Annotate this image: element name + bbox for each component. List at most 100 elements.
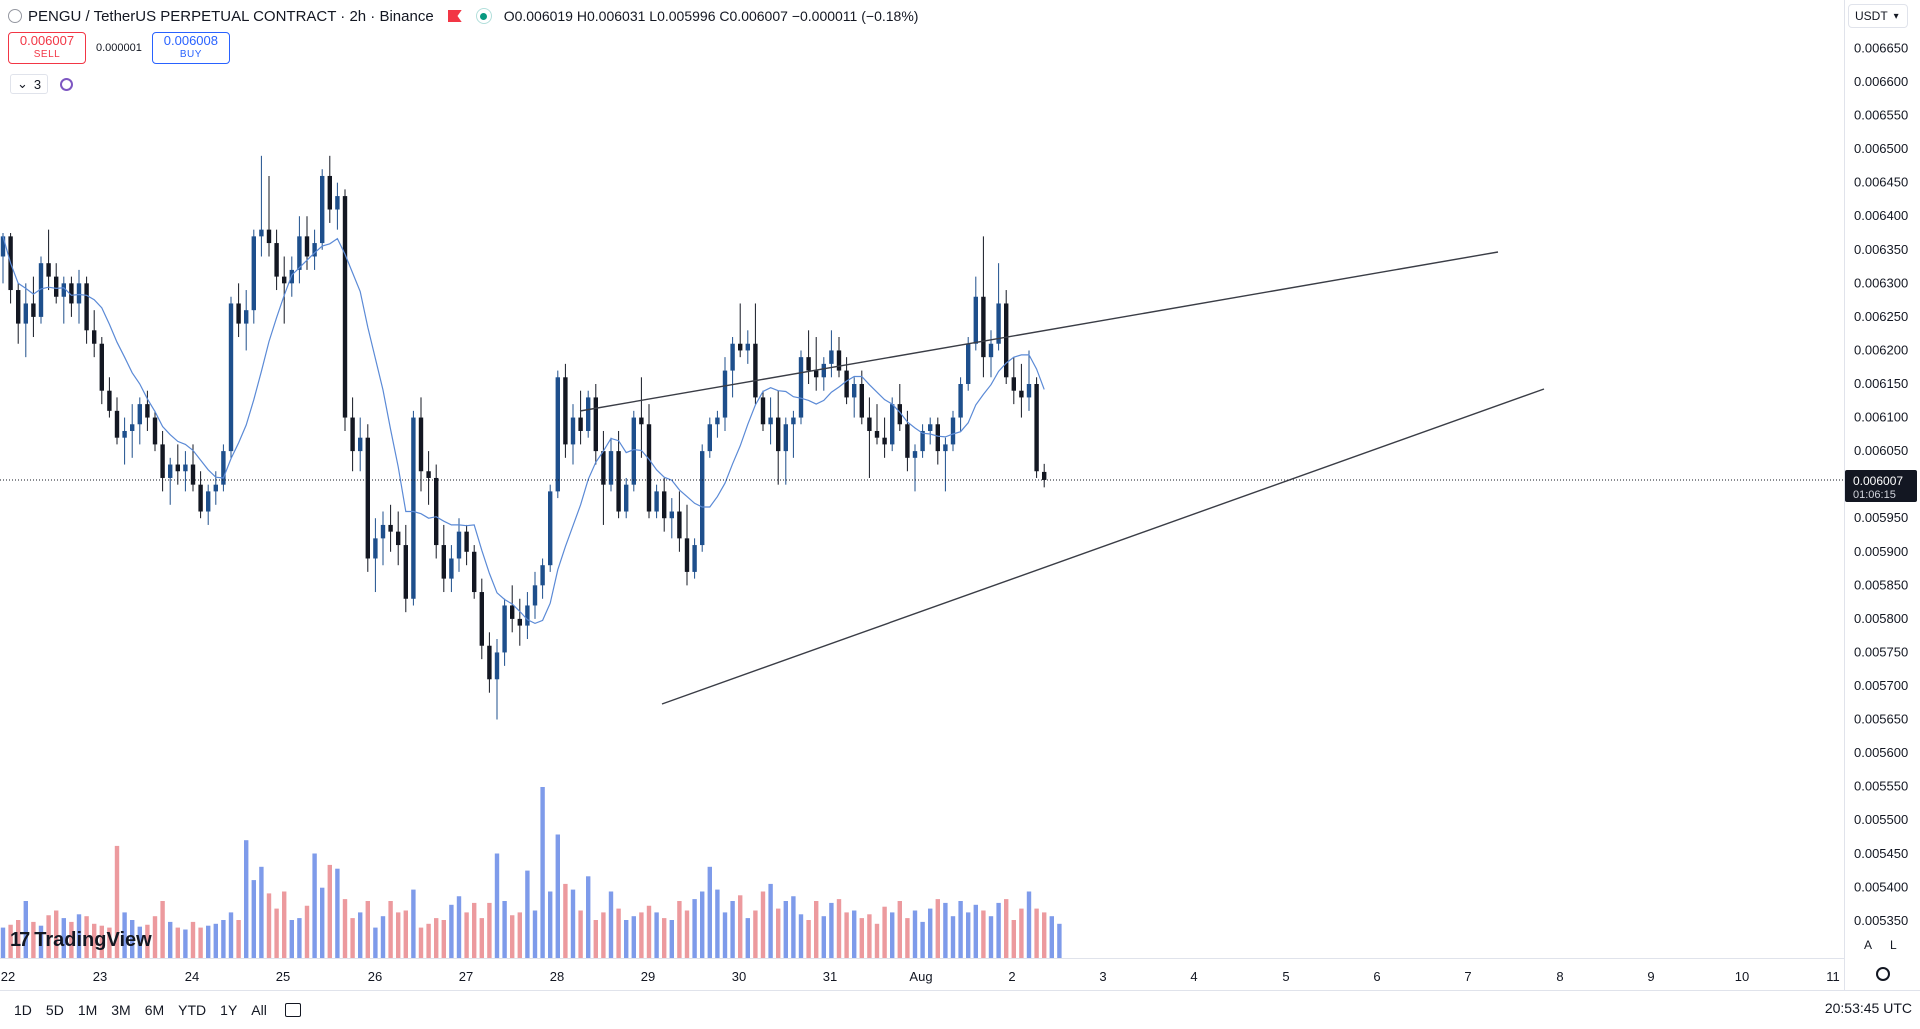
candle-body <box>137 404 142 425</box>
logo-text: TradingView <box>34 929 152 951</box>
candle-body <box>730 343 735 371</box>
volume-bar <box>38 925 44 958</box>
candle-body <box>69 283 74 304</box>
candle-body <box>616 451 621 512</box>
volume-bar <box>654 912 659 958</box>
price-tick-label: 0.005500 <box>1854 812 1908 827</box>
candle-body <box>684 538 690 572</box>
range-1m-button[interactable]: 1M <box>77 1002 98 1018</box>
buy-button[interactable]: 0.006008 BUY <box>151 32 230 64</box>
sync-icon[interactable] <box>60 77 74 91</box>
calendar-icon[interactable] <box>284 1003 301 1017</box>
candle-body <box>228 303 234 452</box>
chart-canvas[interactable]: 0.006650 0.006600 0.006550 0.006500 0.006450… <box>0 0 1920 990</box>
utc-clock[interactable]: 20:53:45 UTC <box>1824 1000 1912 1016</box>
volume-bar <box>23 901 28 958</box>
range-3m-button[interactable]: 3M <box>111 1002 131 1018</box>
time-tick-label: 26 <box>368 969 382 984</box>
candle-body <box>639 417 644 425</box>
volume-bar <box>928 908 933 958</box>
time-tick-label: 3 <box>1099 969 1106 984</box>
last-price-tag <box>1845 469 1917 502</box>
candle-body <box>829 350 834 364</box>
price-tick-label: 0.005550 <box>1854 779 1908 794</box>
candle-body <box>570 417 576 445</box>
volume-bar <box>859 918 864 958</box>
time-tick-label: 31 <box>823 969 837 984</box>
candle-body <box>312 243 317 257</box>
volume-bar <box>335 868 340 958</box>
candle-body <box>145 404 150 418</box>
candle-body <box>677 511 682 539</box>
time-tick-label: 4 <box>1190 969 1197 984</box>
candle-body <box>282 276 287 284</box>
wedge-upper-line[interactable] <box>579 251 1499 412</box>
price-tick-label: 0.006300 <box>1854 275 1908 290</box>
currency-selector[interactable]: USDT ▾ <box>1848 4 1908 28</box>
ma-line <box>2 236 1045 625</box>
trend-lines[interactable] <box>579 251 1545 705</box>
range-6m-button[interactable]: 6M <box>144 1002 165 1018</box>
wedge-lower-line[interactable] <box>661 388 1545 705</box>
candle-body <box>175 464 180 472</box>
price-tick-label: 0.005650 <box>1854 712 1908 727</box>
candle-body <box>1034 384 1039 472</box>
price-axis[interactable]: 0.006650 0.006600 0.006550 0.006500 0.006450… <box>1854 40 1908 927</box>
sell-button[interactable]: 0.006007 SELL <box>8 32 86 64</box>
volume-bar <box>388 901 393 958</box>
price-tick-label: 0.005850 <box>1854 577 1908 592</box>
time-axis-divider <box>0 958 1844 959</box>
candle-body <box>928 424 933 431</box>
range-5d-button[interactable]: 5D <box>45 1002 64 1018</box>
candle-body <box>707 424 712 452</box>
volume-bar <box>114 845 120 958</box>
candle-body <box>206 491 211 512</box>
price-tick-label: 0.005450 <box>1854 846 1908 861</box>
gear-icon[interactable] <box>1876 967 1890 981</box>
price-axis-divider <box>1844 0 1845 990</box>
volume-bar <box>677 901 682 958</box>
range-1d-button[interactable]: 1D <box>14 1002 32 1018</box>
chevron-down-icon: ▾ <box>1893 10 1899 22</box>
range-1y-button[interactable]: 1Y <box>220 1002 238 1018</box>
range-ytd-button[interactable]: YTD <box>178 1002 207 1018</box>
candle-body <box>342 196 348 418</box>
volume-bar <box>905 918 910 958</box>
price-tick-label: 0.006150 <box>1854 376 1908 391</box>
candle-body <box>92 330 97 344</box>
range-all-button[interactable]: All <box>251 1002 267 1018</box>
candle-body <box>745 343 750 351</box>
symbol-title[interactable]: PENGU / TetherUS PERPETUAL CONTRACT · 2h… <box>28 7 434 25</box>
candle-body <box>274 243 279 277</box>
flag-icon[interactable] <box>447 10 462 22</box>
volume-bar <box>244 840 249 958</box>
candle-body <box>350 417 355 452</box>
candle-body <box>396 531 401 546</box>
time-axis[interactable]: 22 23 24 25 26 27 28 29 30 31 Aug 2 3 4 5 6 7 8 9 10 11 <box>1 969 1840 984</box>
volume-bar <box>593 920 598 958</box>
log-scale-button[interactable]: L <box>1890 938 1897 952</box>
market-status-icon[interactable] <box>475 8 492 24</box>
auto-scale-button[interactable]: A <box>1864 938 1873 952</box>
indicators-toggle[interactable]: ⌄ 3 <box>10 74 49 94</box>
volume-bar <box>327 864 332 958</box>
tradingview-logo[interactable]: 17 TradingView <box>10 929 152 952</box>
time-tick-label: 2 <box>1008 969 1015 984</box>
volume-bar <box>1049 916 1054 958</box>
candle-body <box>335 196 340 210</box>
volume-bar <box>175 927 180 958</box>
candle-body <box>198 484 203 512</box>
candle-body <box>654 491 659 512</box>
volume-bar <box>1026 891 1032 958</box>
volume-bar <box>958 901 963 958</box>
candle-body <box>388 524 393 532</box>
buy-price: 0.006008 <box>163 33 218 48</box>
candle-body <box>844 370 849 398</box>
candle-body <box>814 370 819 378</box>
symbol-icon[interactable] <box>8 9 22 23</box>
volume-bar <box>639 912 644 958</box>
time-tick-label: 10 <box>1735 969 1749 984</box>
volume-bar <box>274 908 279 958</box>
candle-body <box>608 451 614 485</box>
candle-body <box>502 605 507 653</box>
